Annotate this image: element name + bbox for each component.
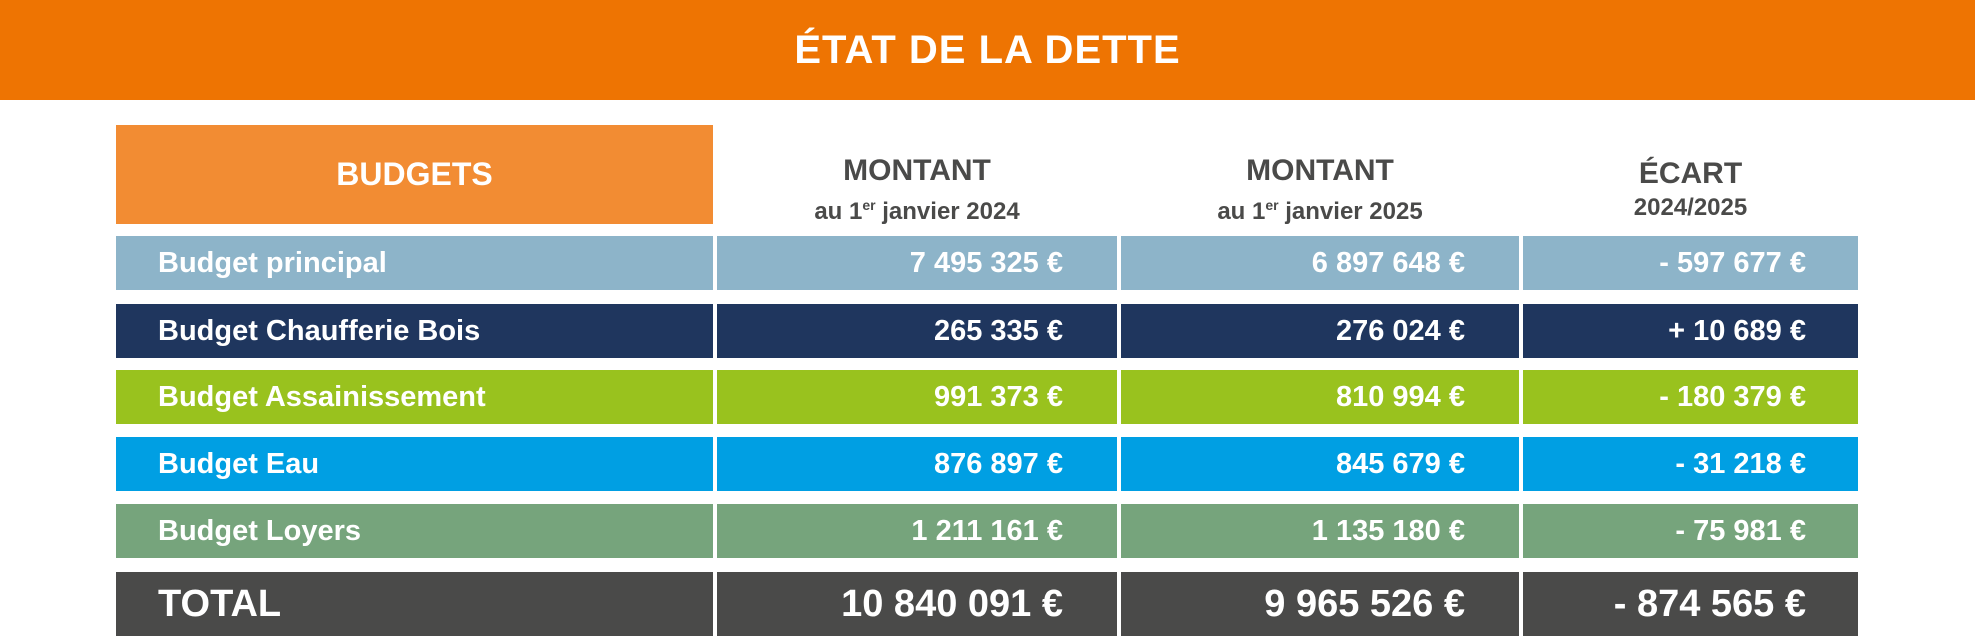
header-line1: MONTANT: [1246, 153, 1394, 187]
ecart-value: + 10 689 €: [1523, 304, 1858, 358]
header-montant-2025: MONTANT au 1er janvier 2025: [1121, 150, 1519, 230]
row-label: Budget Assainissement: [116, 370, 713, 424]
amount-2025: 1 135 180 €: [1121, 504, 1519, 558]
header-sup: er: [1265, 196, 1279, 213]
total-2024: 10 840 091 €: [717, 572, 1117, 636]
ecart-value: - 31 218 €: [1523, 437, 1858, 491]
total-label: TOTAL: [116, 572, 713, 636]
amount-2024: 876 897 €: [717, 437, 1117, 491]
total-ecart: - 874 565 €: [1523, 572, 1858, 636]
ecart-value: - 180 379 €: [1523, 370, 1858, 424]
title-banner: ÉTAT DE LA DETTE: [0, 0, 1975, 100]
amount-2025: 810 994 €: [1121, 370, 1519, 424]
ecart-value: - 75 981 €: [1523, 504, 1858, 558]
row-label: Budget Loyers: [116, 504, 713, 558]
amount-2025: 845 679 €: [1121, 437, 1519, 491]
amount-2025: 6 897 648 €: [1121, 236, 1519, 290]
header-sup: er: [862, 196, 876, 213]
row-label: Budget principal: [116, 236, 713, 290]
row-label: Budget Eau: [116, 437, 713, 491]
header-montant-2024: MONTANT au 1er janvier 2024: [717, 150, 1117, 230]
header-line2: au 1er janvier 2024: [814, 189, 1019, 228]
ecart-value: - 597 677 €: [1523, 236, 1858, 290]
header-ecart: ÉCART 2024/2025: [1523, 150, 1858, 230]
amount-2025: 276 024 €: [1121, 304, 1519, 358]
header-text: janvier 2024: [875, 197, 1020, 225]
amount-2024: 991 373 €: [717, 370, 1117, 424]
row-label: Budget Chaufferie Bois: [116, 304, 713, 358]
page-title: ÉTAT DE LA DETTE: [794, 27, 1181, 72]
amount-2024: 265 335 €: [717, 304, 1117, 358]
header-line2: au 1er janvier 2025: [1217, 189, 1422, 228]
header-line1: ÉCART: [1638, 157, 1743, 190]
budgets-header: BUDGETS: [116, 125, 713, 224]
header-line1: MONTANT: [843, 153, 991, 187]
header-text: au 1: [814, 197, 863, 225]
header-line2: 2024/2025: [1633, 194, 1748, 221]
amount-2024: 1 211 161 €: [717, 504, 1117, 558]
header-text: janvier 2025: [1278, 197, 1423, 225]
header-text: au 1: [1217, 197, 1266, 225]
amount-2024: 7 495 325 €: [717, 236, 1117, 290]
total-2025: 9 965 526 €: [1121, 572, 1519, 636]
